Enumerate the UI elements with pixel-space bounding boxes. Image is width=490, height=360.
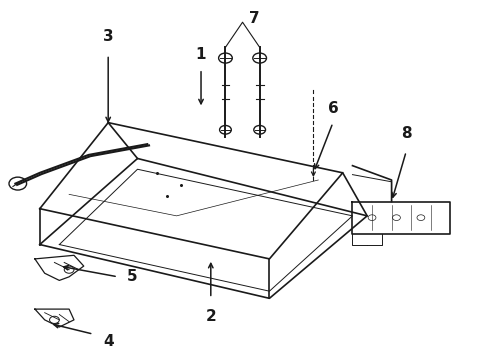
Text: 4: 4 [103, 334, 114, 349]
Text: 2: 2 [205, 309, 216, 324]
Text: 6: 6 [328, 101, 338, 116]
Text: 3: 3 [103, 29, 114, 44]
Text: 7: 7 [249, 11, 260, 26]
Text: 5: 5 [127, 269, 138, 284]
Text: 8: 8 [401, 126, 412, 141]
Text: 1: 1 [196, 47, 206, 62]
